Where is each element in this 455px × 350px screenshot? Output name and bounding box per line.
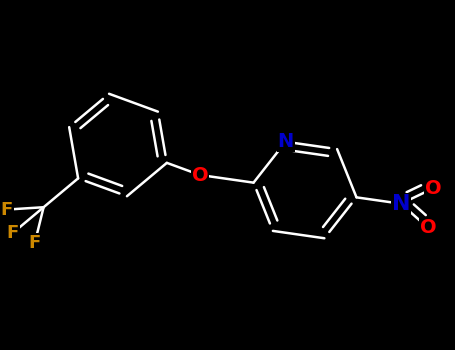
Text: F: F [0,201,13,219]
Text: F: F [29,234,41,252]
Text: O: O [192,166,208,184]
Text: O: O [425,178,442,198]
Text: N: N [278,132,294,151]
Text: O: O [420,218,436,237]
Text: F: F [7,224,19,242]
Text: N: N [392,194,410,214]
